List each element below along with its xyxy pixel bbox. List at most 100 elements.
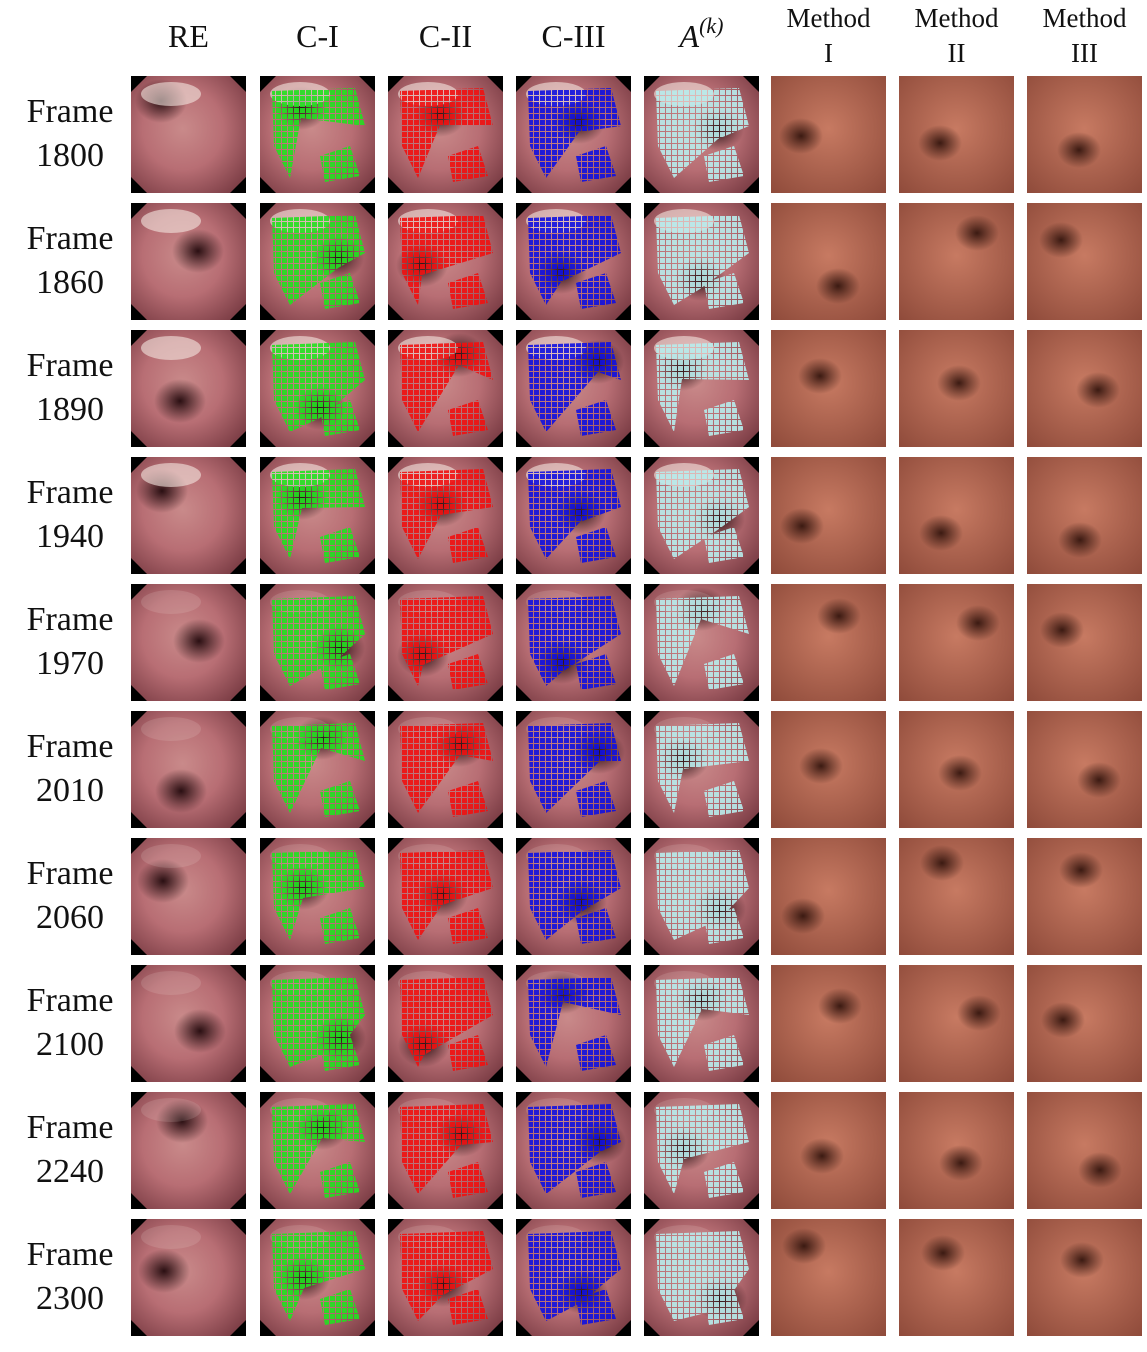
rendered-lumen <box>800 1138 844 1174</box>
image-cell <box>388 838 503 955</box>
rendered-lumen <box>1078 1152 1122 1188</box>
feature-overlay <box>656 723 749 817</box>
image-cell <box>1027 965 1142 1082</box>
image-cell <box>771 203 886 320</box>
feature-overlay <box>272 469 365 563</box>
row-number: 2010 <box>36 772 104 809</box>
image-cell <box>771 1092 886 1209</box>
feature-overlay <box>272 1104 365 1198</box>
rendered-lumen <box>1076 372 1120 408</box>
image-cell <box>516 965 631 1082</box>
image-cell <box>644 711 759 828</box>
image-cell <box>388 1092 503 1209</box>
feature-overlay <box>528 723 621 817</box>
image-cell <box>644 203 759 320</box>
feature-overlay <box>272 342 365 436</box>
highlight <box>141 1225 201 1249</box>
highlight <box>141 971 201 995</box>
feature-overlay <box>400 977 493 1071</box>
image-cell <box>388 76 503 193</box>
image-cell <box>644 1219 759 1336</box>
image-cell <box>1027 330 1142 447</box>
lumen <box>172 229 224 273</box>
image-cell <box>1027 1219 1142 1336</box>
image-cell <box>771 76 886 193</box>
highlight <box>141 463 201 487</box>
image-cell <box>516 330 631 447</box>
rendered-lumen <box>1040 612 1084 648</box>
feature-overlay <box>272 215 365 309</box>
image-cell <box>899 1092 1014 1209</box>
image-cell <box>771 838 886 955</box>
column-header: C-II <box>419 18 472 54</box>
row-number: 2100 <box>36 1026 104 1063</box>
image-cell <box>260 203 375 320</box>
image-cell <box>131 711 246 828</box>
row-label: Frame <box>27 982 114 1019</box>
image-cell <box>1027 838 1142 955</box>
header-superscript: (k) <box>699 13 723 38</box>
rendered-lumen <box>1041 1002 1085 1038</box>
feature-overlay <box>528 850 621 944</box>
column-header: A(k) <box>678 13 724 54</box>
feature-overlay <box>528 88 621 182</box>
highlight <box>141 336 201 360</box>
column-header: RE <box>168 18 209 54</box>
row-label: Frame <box>27 601 114 638</box>
image-cell <box>771 457 886 574</box>
image-cell <box>771 330 886 447</box>
feature-overlay <box>656 88 749 182</box>
image-cell <box>516 1219 631 1336</box>
image-cell <box>899 330 1014 447</box>
feature-overlay <box>400 215 493 309</box>
rendered-lumen <box>1060 1242 1104 1278</box>
image-cell <box>260 838 375 955</box>
rendered-image <box>899 584 1014 701</box>
feature-overlay <box>272 850 365 944</box>
rendered-lumen <box>955 215 999 251</box>
header-base: C-III <box>542 18 606 54</box>
image-cell <box>131 76 246 193</box>
rendered-lumen <box>816 268 860 304</box>
image-cell <box>516 1092 631 1209</box>
rendered-lumen <box>799 748 843 784</box>
feature-overlay <box>272 596 365 690</box>
rendered-lumen <box>782 1228 826 1264</box>
rendered-image <box>1027 1092 1142 1209</box>
image-cell <box>131 1092 246 1209</box>
row-label: Frame <box>27 347 114 384</box>
rendered-lumen <box>817 598 861 634</box>
image-cell <box>516 584 631 701</box>
image-cell <box>131 965 246 1082</box>
row-number: 1940 <box>36 518 104 555</box>
highlight <box>141 82 201 106</box>
feature-overlay <box>656 596 749 690</box>
feature-overlay <box>272 88 365 182</box>
lumen <box>137 859 189 903</box>
image-cell <box>1027 203 1142 320</box>
image-cell <box>388 584 503 701</box>
lumen <box>138 1249 190 1293</box>
feature-overlay <box>528 1231 621 1325</box>
rendered-lumen <box>938 755 982 791</box>
feature-overlay <box>656 977 749 1071</box>
image-cell <box>131 1219 246 1336</box>
image-cell <box>899 584 1014 701</box>
column-header: C-III <box>542 18 606 54</box>
highlight <box>141 1098 201 1122</box>
row-number: 2240 <box>36 1153 104 1190</box>
image-cell <box>644 1092 759 1209</box>
feature-overlay <box>400 1231 493 1325</box>
rendered-image <box>771 838 886 955</box>
image-cell <box>899 965 1014 1082</box>
feature-overlay <box>400 1104 493 1198</box>
lumen <box>156 1099 208 1143</box>
rendered-lumen <box>919 515 963 551</box>
rendered-lumen <box>921 1235 965 1271</box>
rendered-lumen <box>818 988 862 1024</box>
feature-overlay <box>400 88 493 182</box>
image-cell <box>771 711 886 828</box>
rendered-lumen <box>798 358 842 394</box>
image-cell <box>771 965 886 1082</box>
image-cell <box>388 711 503 828</box>
